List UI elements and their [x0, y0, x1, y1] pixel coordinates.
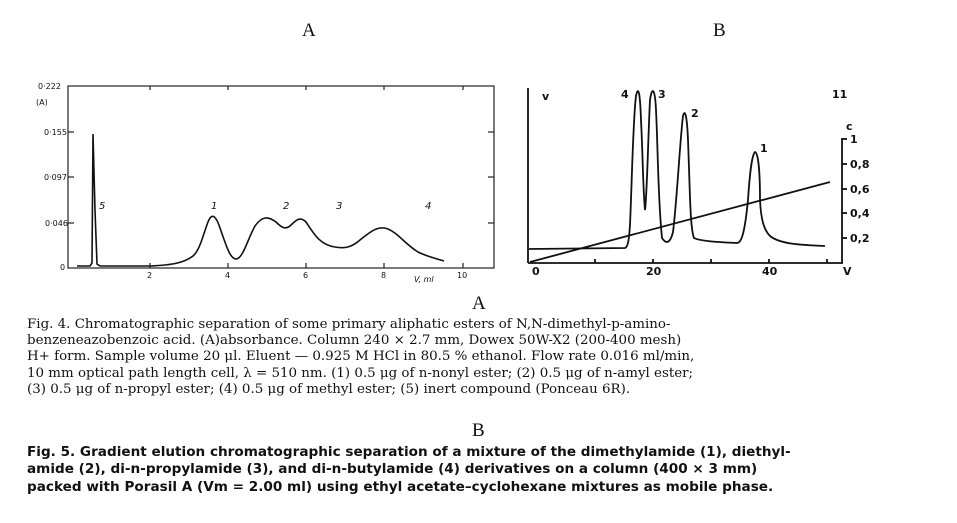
svg-text:2: 2 [691, 107, 699, 120]
svg-text:4: 4 [225, 271, 230, 280]
svg-text:(A): (A) [36, 98, 48, 107]
svg-text:0,2: 0,2 [850, 232, 870, 245]
figure4-caption-line: benzeneazobenzoic acid. (A)absorbance. C… [27, 333, 682, 349]
svg-text:8: 8 [381, 271, 386, 280]
svg-text:20: 20 [646, 265, 662, 278]
svg-text:1: 1 [760, 142, 768, 155]
svg-text:V: V [843, 265, 852, 278]
svg-text:0: 0 [60, 263, 65, 272]
svg-text:10: 10 [457, 271, 467, 280]
chart-a-x-axis-labels: 2 4 6 8 10 V, ml [147, 271, 467, 284]
figure4-caption: Fig. 4. Chromatographic separation of so… [27, 317, 937, 398]
chart-a-trace [77, 133, 445, 267]
figure5-caption-line: amide (2), di-n-propylamide (3), and di-… [27, 461, 758, 478]
svg-text:0·046: 0·046 [45, 219, 68, 228]
figure5-caption: Fig. 5. Gradient elution chromatographic… [27, 444, 937, 496]
caption-b-marker: B [472, 420, 485, 441]
figure4-caption-line: 10 mm optical path length cell, λ = 510 … [27, 365, 694, 381]
svg-text:3: 3 [658, 88, 666, 101]
figure5-caption-line: packed with Porasil A (Vm = 2.00 ml) usi… [27, 478, 774, 495]
panel-label-a: A [302, 20, 316, 41]
svg-text:4: 4 [425, 201, 431, 212]
svg-text:11: 11 [832, 88, 847, 101]
svg-text:V, ml: V, ml [414, 275, 434, 284]
svg-text:0,8: 0,8 [850, 158, 870, 171]
svg-text:3: 3 [336, 201, 342, 212]
chart-b-gradient-line [529, 181, 831, 263]
chart-b-peak-labels: 4 3 2 1 [621, 88, 768, 155]
svg-text:v: v [542, 90, 550, 103]
figure5-caption-line: Fig. 5. Gradient elution chromatographic… [27, 444, 791, 460]
svg-text:0·155: 0·155 [44, 128, 67, 137]
svg-text:0,6: 0,6 [850, 183, 870, 196]
svg-text:0·222: 0·222 [38, 82, 61, 91]
chart-a-peak-labels: 5 1 2 3 4 [99, 201, 431, 212]
svg-text:2: 2 [283, 201, 289, 212]
svg-text:2: 2 [147, 271, 152, 280]
figure4-caption-line: H+ form. Sample volume 20 μl. Eluent — 0… [27, 349, 695, 365]
chart-b-chromatogram-trace [528, 90, 826, 250]
figure4-caption-line: (3) 0.5 μg of n-propyl ester; (4) 0.5 μg… [27, 381, 631, 397]
chart-a-y-axis-labels: 0·222 (A) 0·155 0·097 0·046 0 [36, 82, 68, 272]
svg-text:5: 5 [99, 201, 105, 212]
figure4-caption-line: Fig. 4. Chromatographic separation of so… [27, 317, 671, 332]
svg-text:0,4: 0,4 [850, 207, 870, 220]
panel-label-b: B [713, 20, 726, 41]
svg-text:c: c [846, 120, 853, 133]
chart-a-frame [67, 85, 495, 269]
svg-text:0: 0 [532, 265, 540, 278]
svg-text:6: 6 [303, 271, 308, 280]
chart-b-labels: v 11 c 1 0,8 0,6 0,4 0,2 0 20 40 V [532, 88, 870, 278]
svg-text:40: 40 [762, 265, 778, 278]
svg-text:4: 4 [621, 88, 629, 101]
svg-text:1: 1 [211, 201, 217, 212]
chart-b-axes [527, 88, 847, 264]
caption-a-marker: A [472, 293, 486, 314]
svg-text:0·097: 0·097 [44, 173, 67, 182]
svg-text:1: 1 [850, 133, 858, 146]
